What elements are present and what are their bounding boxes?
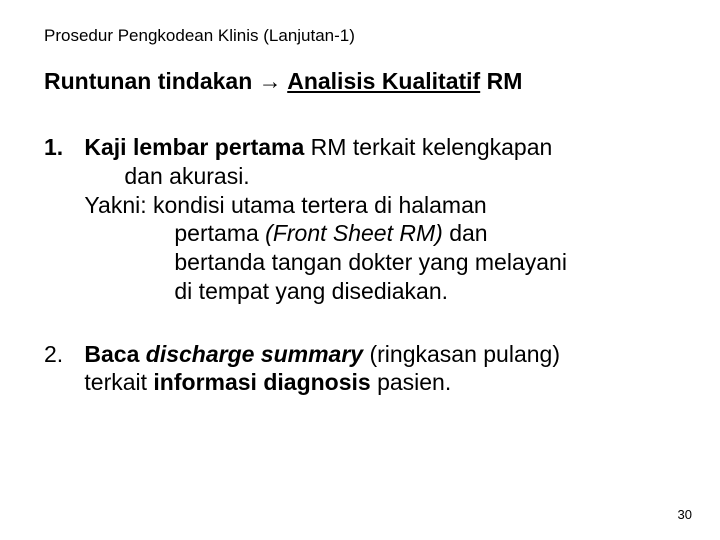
item-body: Baca discharge summary (ringkasan pulang… — [84, 340, 644, 398]
list-item: 2. Baca discharge summary (ringkasan pul… — [44, 340, 676, 398]
item-number: 1. — [44, 133, 78, 162]
text: Yakni: kondisi utama tertera di halaman — [84, 192, 486, 218]
item-body: Kaji lembar pertama RM terkait kelengkap… — [84, 133, 644, 306]
text: pasien. — [371, 369, 452, 395]
text: di tempat yang disediakan. — [84, 278, 448, 304]
page-number: 30 — [678, 507, 692, 522]
text: dan — [443, 220, 488, 246]
text-bold: Baca — [84, 341, 145, 367]
subtitle-underlined: Analisis Kualitatif — [287, 68, 480, 94]
text: (ringkasan pulang) — [363, 341, 560, 367]
text: RM terkait kelengkapan — [304, 134, 552, 160]
arrow-icon: → — [259, 68, 282, 94]
text: terkait — [84, 369, 153, 395]
text-italic: (Front Sheet RM) — [265, 220, 443, 246]
text: bertanda tangan dokter yang melayani — [84, 249, 567, 275]
text-bold: Kaji lembar pertama — [84, 134, 304, 160]
item-number: 2. — [44, 340, 78, 369]
subtitle-part1: Runtunan tindakan — [44, 68, 259, 94]
text: pertama — [174, 220, 265, 246]
subtitle-part3: RM — [480, 68, 522, 94]
slide: Prosedur Pengkodean Klinis (Lanjutan-1) … — [0, 0, 720, 540]
text-bold-italic: discharge summary — [146, 341, 363, 367]
text-bold: informasi diagnosis — [153, 369, 370, 395]
text: dan akurasi. — [84, 163, 249, 189]
list-item: 1. Kaji lembar pertama RM terkait keleng… — [44, 133, 676, 306]
slide-header: Prosedur Pengkodean Klinis (Lanjutan-1) — [44, 26, 676, 46]
slide-subtitle: Runtunan tindakan → Analisis Kualitatif … — [44, 68, 676, 95]
text-indent: pertama (Front Sheet RM) dan — [84, 220, 487, 246]
